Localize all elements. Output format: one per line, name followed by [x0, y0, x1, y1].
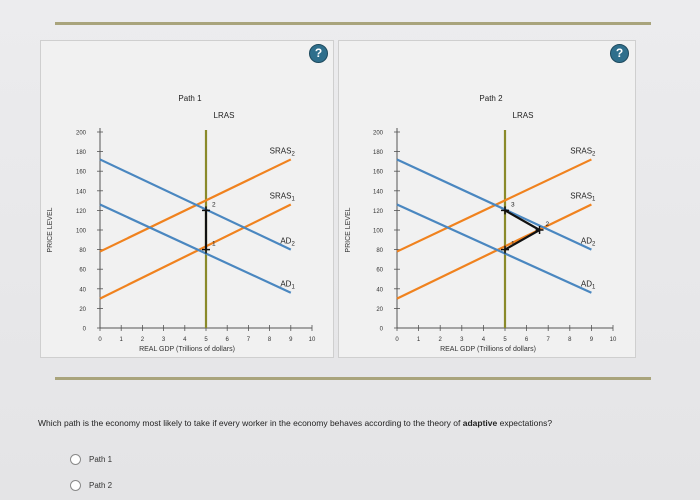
help-button-path-1[interactable]: ?: [309, 44, 328, 63]
series-line-sras1: [99, 203, 292, 300]
path-point-label: 2: [546, 221, 550, 228]
graph-panel-path-2: [338, 40, 636, 358]
path-point-label: 2: [212, 201, 216, 208]
chart-path-1: Path 1 0 20 40 60 80 100 120 140 160 180 200 0 1 2 3 4 5 6…: [47, 94, 316, 353]
x-tick-label: 4: [482, 337, 486, 343]
y-tick-label: 60: [79, 268, 86, 274]
y-tick-label: 100: [373, 229, 384, 235]
x-tick-label: 10: [309, 337, 316, 343]
y-tick-label: 120: [76, 209, 87, 215]
x-tick-label: 8: [568, 337, 572, 343]
x-tick-label: 2: [439, 337, 443, 343]
y-tick-label: 60: [376, 268, 383, 274]
path-point-label: 1: [212, 241, 216, 248]
x-tick-label: 8: [268, 337, 272, 343]
path-point-label: 3: [511, 201, 515, 208]
path-segment: [504, 209, 541, 231]
bottom-divider: [55, 377, 651, 380]
series-line-ad2: [396, 158, 592, 251]
x-axis-label: REAL GDP (Trillions of dollars): [440, 346, 536, 353]
series-label-sras1: SRAS1: [570, 192, 596, 203]
lras-label: LRAS: [214, 111, 235, 120]
chart-path-2: Path 2 0 20 40 60 80 100 120 140 160 180 200 0 1 2 3 4 5 6…: [345, 94, 617, 353]
x-tick-label: 0: [395, 337, 399, 343]
y-tick-label: 20: [79, 307, 86, 313]
y-tick-label: 20: [376, 307, 383, 313]
option-path-1[interactable]: Path 1: [70, 454, 112, 465]
series-line-ad1: [396, 203, 592, 294]
y-axis-label: PRICE LEVEL: [345, 207, 352, 252]
y-tick-label: 40: [376, 287, 383, 293]
y-tick-label: 80: [79, 248, 86, 254]
path-point-label: 1: [511, 241, 515, 248]
x-tick-label: 5: [204, 337, 208, 343]
question-suffix: expectations?: [497, 418, 553, 428]
series-label-sras2: SRAS2: [270, 146, 296, 157]
y-tick-label: 200: [373, 131, 384, 137]
y-tick-label: 180: [373, 150, 384, 156]
radio-path-2[interactable]: [70, 480, 81, 491]
x-tick-label: 7: [547, 337, 551, 343]
x-axis-label: REAL GDP (Trillions of dollars): [139, 346, 235, 353]
y-tick-label: 40: [79, 287, 86, 293]
x-tick-label: 1: [120, 337, 124, 343]
series-label-ad1: AD1: [280, 280, 295, 291]
series-label-sras1: SRAS1: [270, 192, 296, 203]
y-tick-label: 160: [373, 170, 384, 176]
series-line-ad1: [99, 203, 292, 294]
series-line-sras1: [396, 203, 592, 300]
x-tick-label: 5: [503, 337, 507, 343]
chart-title: Path 2: [479, 94, 503, 103]
x-tick-label: 9: [289, 337, 293, 343]
help-button-path-2[interactable]: ?: [610, 44, 629, 63]
question-bold-word: adaptive: [462, 418, 498, 428]
y-tick-label: 0: [380, 327, 384, 333]
x-tick-label: 6: [226, 337, 230, 343]
y-tick-label: 120: [373, 209, 384, 215]
x-tick-label: 6: [525, 337, 529, 343]
x-tick-label: 2: [141, 337, 145, 343]
y-tick-label: 180: [76, 150, 87, 156]
x-tick-label: 0: [98, 337, 102, 343]
series-label-ad2: AD2: [581, 237, 596, 248]
chart-title: Path 1: [178, 94, 202, 103]
radio-path-1[interactable]: [70, 454, 81, 465]
y-tick-label: 100: [76, 229, 87, 235]
series-label-sras2: SRAS2: [570, 146, 596, 157]
y-tick-label: 80: [376, 248, 383, 254]
x-tick-label: 3: [162, 337, 166, 343]
series-line-ad2: [99, 158, 292, 251]
path-segment: [504, 229, 541, 251]
top-divider: [55, 22, 651, 25]
x-tick-label: 9: [590, 337, 594, 343]
x-tick-label: 3: [460, 337, 464, 343]
option-label-path-1: Path 1: [89, 455, 113, 464]
question-prefix: Which path is the economy most likely to…: [38, 418, 463, 428]
x-tick-label: 1: [417, 337, 421, 343]
y-tick-label: 140: [373, 189, 384, 195]
series-label-ad1: AD1: [581, 280, 596, 291]
option-label-path-2: Path 2: [89, 481, 113, 490]
lras-label: LRAS: [513, 111, 534, 120]
x-tick-label: 7: [247, 337, 251, 343]
y-tick-label: 0: [83, 327, 87, 333]
question-text: Which path is the economy most likely to…: [38, 418, 552, 428]
x-tick-label: 10: [610, 337, 617, 343]
option-path-2[interactable]: Path 2: [70, 480, 112, 491]
y-tick-label: 200: [76, 131, 87, 137]
graph-panel-path-1: [40, 40, 334, 358]
y-tick-label: 140: [76, 189, 87, 195]
y-tick-label: 160: [76, 170, 87, 176]
x-tick-label: 4: [183, 337, 187, 343]
y-axis-label: PRICE LEVEL: [47, 207, 54, 252]
series-label-ad2: AD2: [280, 237, 295, 248]
